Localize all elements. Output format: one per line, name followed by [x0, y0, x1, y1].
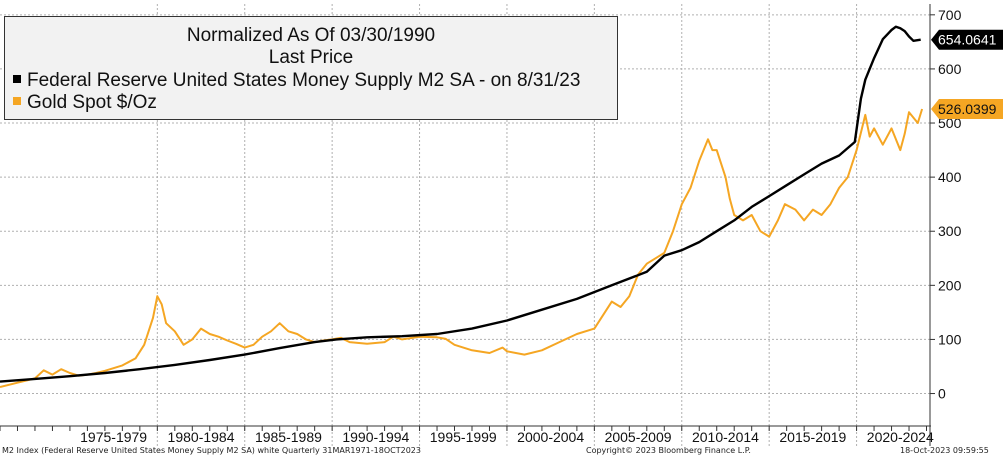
y-tick-label: 700: [938, 7, 962, 23]
x-tick-label: 2005-2009: [605, 429, 672, 445]
legend-item-m2: Federal Reserve United States Money Supp…: [13, 70, 580, 92]
y-tick-label: 0: [938, 386, 946, 402]
last-value-badge-gold: 526.0399: [931, 98, 1003, 119]
last-value-badge-m2-label: 654.0641: [938, 32, 997, 48]
legend-title: Normalized As Of 03/30/1990: [186, 25, 436, 46]
x-tick-label: 1990-1994: [342, 429, 409, 445]
axes: [0, 4, 935, 446]
legend-label-m2: Federal Reserve United States Money Supp…: [27, 70, 581, 91]
legend-item-gold: Gold Spot $/Oz: [13, 92, 157, 114]
footer-copyright: Copyright© 2023 Bloomberg Finance L.P.: [586, 446, 751, 455]
last-value-badge-gold-label: 526.0399: [938, 101, 997, 117]
x-tick-label: 2000-2004: [517, 429, 584, 445]
legend-swatch-m2: [13, 75, 21, 83]
x-tick-label: 2015-2019: [779, 429, 846, 445]
x-tick-label: 1975-1979: [80, 429, 147, 445]
last-value-badge-gold-shape: [931, 98, 1003, 119]
last-value-badge-m2-shape: [931, 29, 1003, 50]
y-tick-label: 400: [938, 169, 962, 185]
x-tick-label: 1985-1989: [255, 429, 322, 445]
x-tick-labels: 1975-1979 1980-1984 1985-1989 1990-1994 1995…: [80, 429, 934, 445]
series-line-gold: [0, 108, 924, 388]
footer-timestamp: 18-Oct-2023 09:59:55: [900, 446, 989, 455]
series-line-m2: [0, 25, 921, 383]
y-tick-labels: 0 100 200 300 400 500 600 700: [938, 7, 962, 402]
footer-source: M2 Index (Federal Reserve United States …: [2, 446, 421, 455]
y-tick-label: 100: [938, 331, 962, 347]
legend-label-gold: Gold Spot $/Oz: [27, 92, 157, 113]
y-tick-label: 500: [938, 115, 962, 131]
x-tick-label: 1980-1984: [168, 429, 235, 445]
legend-swatch-gold: [13, 97, 21, 105]
legend-box: Normalized As Of 03/30/1990 Last Price F…: [4, 16, 618, 120]
series-lines: [0, 25, 924, 388]
y-tick-label: 600: [938, 61, 962, 77]
last-value-badge-m2: 654.0641: [931, 29, 1003, 50]
x-tick-label: 1995-1999: [430, 429, 497, 445]
y-tick-label: 200: [938, 277, 962, 293]
y-tick-label: 300: [938, 223, 962, 239]
x-tick-label: 2020-2024: [867, 429, 934, 445]
last-value-badges: 654.0641 526.0399: [931, 29, 1003, 119]
x-tick-label: 2010-2014: [692, 429, 759, 445]
legend-subtitle: Last Price: [268, 47, 354, 68]
